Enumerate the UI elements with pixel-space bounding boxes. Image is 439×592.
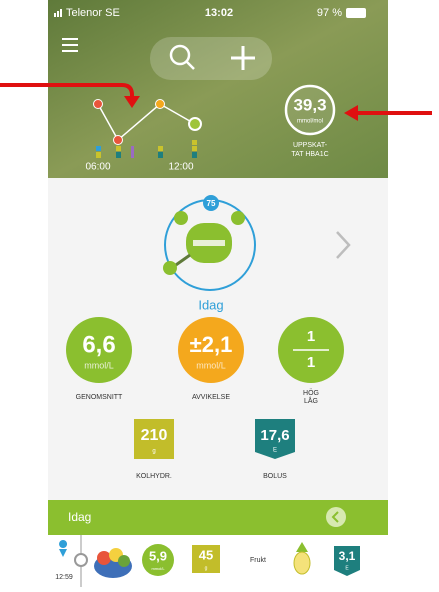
next-arrow[interactable]: [336, 231, 351, 259]
entry-insulin-unit: E: [345, 565, 349, 571]
mascot: [163, 211, 245, 275]
day-label: Idag: [198, 297, 223, 312]
low-value: 1: [307, 354, 315, 371]
high-label: HÖG: [303, 389, 319, 397]
entry-carbs-box: [192, 545, 220, 573]
average-label: GENOMSNITT: [76, 394, 123, 401]
entry-glucose: 5,9: [149, 548, 167, 563]
entry-carbs-unit: g: [205, 565, 208, 571]
search-button[interactable]: [169, 44, 195, 70]
clock: 13:02: [205, 7, 233, 19]
entry-time: 12:59: [55, 574, 73, 581]
battery-text: 97 %: [317, 7, 342, 19]
low-label: LÅG: [304, 396, 318, 405]
signal: [60, 9, 62, 17]
average-unit: mmol/L: [84, 360, 114, 370]
header-bg: [48, 0, 388, 178]
carbs-value: 210: [141, 427, 168, 444]
signal: [54, 13, 56, 17]
pineapple-icon: [293, 542, 311, 575]
entry-food: Frukt: [250, 557, 266, 564]
entry-glucose-unit: mmol/L: [151, 566, 165, 571]
annotation-arrowhead: [124, 96, 140, 108]
deviation-unit: mmol/L: [196, 360, 226, 370]
entry-insulin: 3,1: [339, 549, 356, 563]
glucose-line: [97, 103, 196, 142]
glucose-point: [93, 99, 103, 109]
time-label: 06:00: [85, 162, 110, 173]
hba1c-label: TAT HBA1C: [291, 151, 328, 158]
entry-insulin-box: [334, 546, 360, 576]
hba1c-value: 39,3: [293, 95, 326, 114]
hba1c-circle[interactable]: [284, 84, 336, 136]
timeline-dot: [74, 553, 88, 567]
glucose-point: [113, 135, 123, 145]
average-circle: [66, 317, 132, 383]
bolus-label: BOLUS: [263, 473, 287, 480]
entry-glucose-circle: [142, 544, 174, 576]
hba1c-label: UPPSKAT-: [293, 142, 328, 149]
bolus-unit: E: [273, 448, 277, 454]
food-photo: [94, 548, 132, 578]
signal: [57, 11, 59, 17]
event-bars: [96, 140, 197, 158]
carbs-unit: g: [152, 449, 155, 455]
carrier: Telenor SE: [66, 7, 120, 19]
menu-button[interactable]: [62, 38, 78, 52]
add-button[interactable]: [231, 46, 255, 70]
glucose-point: [188, 117, 202, 131]
bolus-value: 17,6: [260, 427, 289, 444]
hba1c-unit: mmol/mol: [297, 119, 323, 125]
badge-text: 75: [207, 199, 216, 208]
collapse-button[interactable]: [326, 507, 346, 527]
badge: [203, 195, 219, 211]
deviation-label: AVVIKELSE: [192, 394, 230, 401]
annotation-arrowhead: [344, 105, 358, 121]
bolus-box: [255, 419, 295, 459]
annotation-arrow: [0, 83, 134, 98]
battery-icon: [346, 8, 366, 18]
entry-carbs: 45: [199, 547, 213, 562]
status-bar: Telenor SE 13:02 97 %: [54, 7, 366, 19]
log-title: Idag: [68, 510, 91, 524]
deviation-value: ±2,1: [190, 332, 233, 357]
location-icon: [59, 540, 68, 557]
deviation-circle: [178, 317, 244, 383]
carbs-box: [134, 419, 174, 459]
glucose-point: [155, 99, 165, 109]
high-value: 1: [307, 328, 315, 345]
collapse-icon: [331, 511, 339, 523]
carbs-label: KOLHYDR.: [136, 473, 172, 480]
average-value: 6,6: [82, 331, 115, 358]
time-label: 12:00: [168, 162, 193, 173]
